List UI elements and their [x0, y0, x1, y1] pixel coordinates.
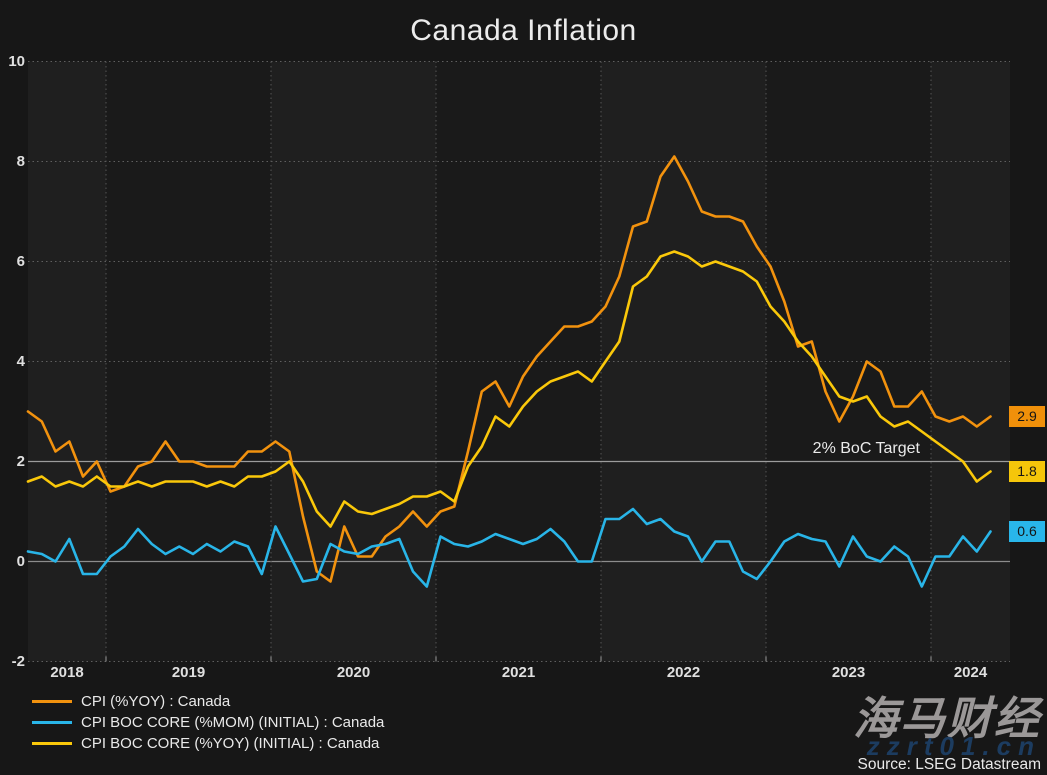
x-axis-label-2024: 2024 — [953, 664, 988, 681]
series-line-1 — [26, 507, 992, 588]
chart-title: Canada Inflation — [410, 14, 637, 47]
x-axis-label-2020: 2020 — [336, 664, 371, 681]
y-axis-label-2: 2 — [16, 452, 25, 470]
legend-swatch-core-mom — [32, 721, 72, 724]
y-axis-label-8: 8 — [16, 152, 25, 170]
year-band — [28, 61, 106, 662]
x-axis-label-2022: 2022 — [666, 664, 701, 681]
y-axis-label--2: -2 — [11, 652, 25, 670]
legend-swatch-core-yoy — [32, 742, 72, 745]
last-value-badge-cpi-yoy: 2.9 — [1009, 406, 1045, 427]
x-axis-label-2021: 2021 — [501, 664, 536, 681]
legend-label-core-yoy: CPI BOC CORE (%YOY) (INITIAL) : Canada — [81, 735, 380, 752]
y-axis-label-4: 4 — [16, 352, 25, 370]
legend-item-core-mom: CPI BOC CORE (%MOM) (INITIAL) : Canada — [32, 712, 384, 733]
legend-label-core-mom: CPI BOC CORE (%MOM) (INITIAL) : Canada — [81, 714, 385, 731]
watermark-brand: 海马财经 — [852, 693, 1041, 744]
series-line-0 — [26, 155, 992, 583]
watermark-url: zzrt01.cn — [866, 731, 1041, 761]
y-axis-label-10: 10 — [8, 52, 25, 70]
series-line-2 — [26, 250, 992, 528]
legend: CPI (%YOY) : Canada CPI BOC CORE (%MOM) … — [32, 691, 384, 754]
x-axis-label-2019: 2019 — [171, 664, 206, 681]
last-value-badge-core-mom: 0.6 — [1009, 521, 1045, 542]
x-axis-label-2018: 2018 — [50, 664, 84, 681]
y-axis-label-6: 6 — [16, 252, 25, 270]
year-band — [601, 61, 766, 662]
y-axis-label-0: 0 — [16, 552, 25, 570]
last-value-badge-core-yoy: 1.8 — [1009, 461, 1045, 482]
legend-label-cpi-yoy: CPI (%YOY) : Canada — [81, 693, 231, 710]
legend-item-core-yoy: CPI BOC CORE (%YOY) (INITIAL) : Canada — [32, 733, 384, 754]
legend-swatch-cpi-yoy — [32, 700, 72, 703]
legend-item-cpi-yoy: CPI (%YOY) : Canada — [32, 691, 384, 712]
x-axis-label-2023: 2023 — [831, 664, 866, 681]
boc-target-label: 2% BoC Target — [812, 440, 920, 457]
source-attribution: Source: LSEG Datastream — [857, 756, 1042, 773]
